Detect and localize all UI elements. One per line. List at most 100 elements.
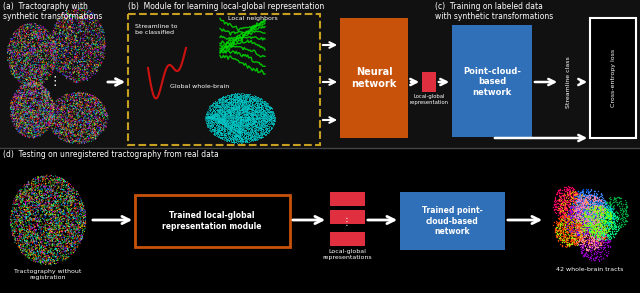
Point: [81, 59, 92, 64]
Point: [564, 226, 575, 230]
Point: [229, 120, 239, 125]
Point: [73, 101, 83, 105]
Point: [238, 105, 248, 109]
Point: [48, 188, 58, 193]
Point: [22, 214, 33, 219]
Point: [237, 136, 248, 141]
Point: [579, 237, 589, 241]
Point: [58, 203, 68, 208]
Point: [36, 232, 47, 237]
Point: [8, 111, 18, 116]
Point: [560, 223, 570, 228]
Point: [598, 240, 609, 244]
Point: [237, 138, 248, 143]
Point: [51, 239, 61, 243]
Point: [567, 213, 577, 217]
Point: [40, 70, 51, 74]
Point: [563, 215, 573, 220]
Point: [61, 226, 71, 230]
Point: [8, 67, 19, 72]
Point: [574, 201, 584, 206]
Point: [20, 110, 31, 115]
Point: [217, 96, 227, 100]
Point: [93, 100, 103, 105]
Point: [208, 115, 218, 119]
Point: [260, 105, 271, 110]
Point: [204, 121, 214, 125]
Point: [21, 234, 31, 239]
Point: [563, 214, 573, 219]
Point: [43, 259, 53, 263]
Point: [237, 104, 247, 108]
Point: [208, 109, 218, 114]
Point: [26, 128, 36, 133]
Point: [583, 224, 593, 229]
Point: [244, 121, 255, 125]
Point: [37, 101, 47, 106]
Point: [77, 40, 87, 45]
Point: [234, 103, 244, 108]
Point: [30, 190, 40, 195]
Point: [561, 206, 571, 210]
Point: [584, 201, 595, 206]
Point: [47, 207, 57, 212]
Point: [586, 202, 596, 206]
Point: [239, 106, 249, 111]
Point: [223, 122, 234, 126]
Point: [52, 188, 62, 193]
Point: [252, 95, 262, 99]
Point: [36, 75, 46, 80]
Point: [560, 193, 570, 197]
Point: [588, 238, 598, 242]
Point: [33, 37, 44, 41]
Point: [251, 132, 261, 136]
Point: [10, 66, 20, 71]
Point: [556, 224, 566, 229]
Point: [595, 218, 605, 223]
Point: [30, 32, 40, 37]
Point: [569, 215, 579, 220]
Point: [85, 15, 95, 19]
Point: [41, 234, 51, 239]
Point: [35, 75, 45, 80]
Point: [243, 120, 253, 124]
Point: [242, 103, 252, 107]
Point: [604, 223, 614, 227]
Point: [23, 81, 33, 86]
Point: [587, 208, 597, 212]
Point: [555, 224, 565, 229]
Point: [70, 93, 81, 98]
Point: [255, 119, 266, 123]
Point: [47, 117, 58, 122]
Point: [29, 89, 39, 93]
Point: [237, 136, 247, 141]
Point: [228, 97, 239, 102]
Point: [244, 101, 255, 105]
Point: [212, 130, 223, 135]
Point: [232, 105, 243, 110]
Point: [577, 217, 588, 222]
Point: [58, 71, 68, 76]
Point: [240, 101, 250, 105]
Point: [90, 58, 100, 62]
Point: [23, 198, 33, 203]
Point: [15, 117, 25, 122]
Point: [563, 227, 573, 232]
Point: [12, 34, 22, 39]
Point: [24, 243, 35, 248]
Point: [26, 182, 36, 186]
Point: [230, 117, 240, 122]
Point: [245, 134, 255, 139]
Point: [566, 195, 576, 200]
Point: [253, 117, 263, 122]
Point: [585, 210, 595, 214]
Point: [32, 127, 42, 132]
Point: [15, 191, 25, 195]
Point: [79, 137, 89, 142]
Point: [28, 192, 38, 196]
Point: [83, 72, 93, 77]
Point: [24, 249, 35, 254]
Point: [202, 122, 212, 127]
Point: [234, 116, 244, 121]
Point: [266, 110, 276, 114]
